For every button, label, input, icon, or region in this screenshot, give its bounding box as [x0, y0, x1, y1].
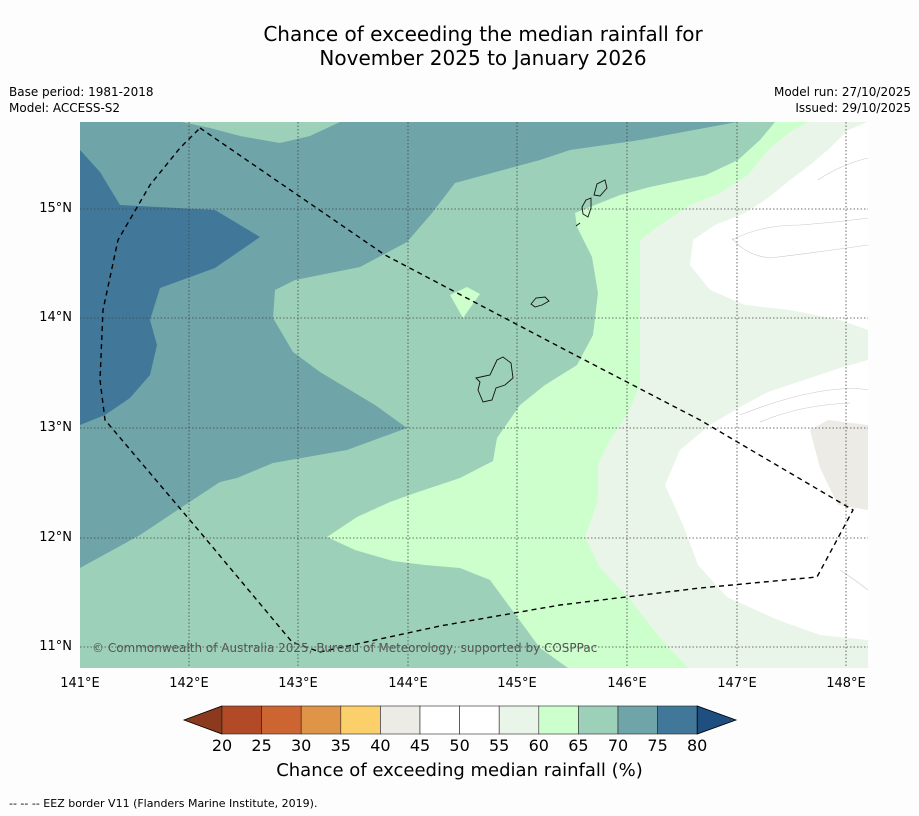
title-line-1: Chance of exceeding the median rainfall …: [263, 22, 703, 46]
meta-left: Base period: 1981-2018 Model: ACCESS-S2: [9, 84, 154, 116]
colorbar-extend-high: [696, 705, 738, 735]
colorbar-segment: [340, 705, 381, 735]
band-40-45: [810, 420, 868, 510]
colorbar-tick-label: 25: [251, 736, 272, 755]
lon-label-141: 141°E: [60, 676, 100, 691]
map-area: © Commonwealth of Australia 2025, Bureau…: [80, 122, 868, 668]
band-50-55: [665, 122, 868, 640]
colorbar-segment: [300, 705, 342, 735]
island-rota: [530, 296, 550, 308]
colorbar-segment: [221, 705, 262, 735]
model-run: Model run: 27/10/2025: [773, 85, 911, 99]
colorbar-segment: [657, 705, 698, 735]
model-name: Model: ACCESS-S2: [9, 101, 121, 115]
colorbar-label: Chance of exceeding median rainfall (%): [276, 760, 643, 781]
island-small: [575, 222, 581, 227]
colorbar-extend-low: [182, 705, 223, 735]
colorbar-segment: [498, 705, 540, 735]
colorbar-segment: [459, 705, 500, 735]
colorbar-tick-label: 65: [568, 736, 589, 755]
colorbar-tick-label: 60: [528, 736, 549, 755]
issued-date: Issued: 29/10/2025: [795, 101, 911, 115]
graticule: [80, 122, 868, 668]
colorbar-tick-label: 50: [449, 736, 470, 755]
colorbar-tick-label: 40: [370, 736, 391, 755]
lon-label-143: 143°E: [278, 676, 318, 691]
islands: [475, 179, 608, 403]
eez-border: [99, 127, 854, 653]
colorbar-tick-label: 75: [647, 736, 668, 755]
colorbar-segment: [419, 705, 460, 735]
lon-label-147: 147°E: [717, 676, 757, 691]
island-guam: [475, 356, 514, 403]
colorbar-tick-label: 70: [607, 736, 629, 755]
lat-label-15: 15°N: [39, 201, 72, 216]
band-75-80: [80, 150, 260, 425]
base-period: Base period: 1981-2018: [9, 85, 154, 99]
colorbar-segment: [261, 705, 302, 735]
colorbar: [182, 705, 738, 735]
lon-label-145: 145°E: [497, 676, 537, 691]
colorbar-tick-label: 35: [330, 736, 351, 755]
chart-title: Chance of exceeding the median rainfall …: [0, 22, 919, 70]
lon-label-142: 142°E: [169, 676, 209, 691]
lat-label-11: 11°N: [39, 639, 72, 654]
footnote: -- -- -- EEZ border V11 (Flanders Marine…: [9, 797, 318, 810]
colorbar-tick-label: 20: [211, 736, 233, 755]
colorbar-tick-label: 80: [687, 736, 708, 755]
colorbar-tick-label: 55: [489, 736, 510, 755]
colorbar-segment: [380, 705, 421, 735]
lat-label-13: 13°N: [39, 420, 72, 435]
island-tinian: [581, 197, 592, 218]
band-60-65-patch: [450, 287, 480, 318]
title-line-2: November 2025 to January 2026: [319, 46, 647, 70]
colorbar-segment: [578, 705, 619, 735]
lon-label-144: 144°E: [388, 676, 428, 691]
copyright-text: © Commonwealth of Australia 2025, Bureau…: [92, 641, 597, 655]
island-saipan: [593, 179, 608, 197]
faint-contours: [731, 157, 868, 591]
lat-label-12: 12°N: [39, 530, 72, 545]
colorbar-segment: [617, 705, 658, 735]
colorbar-tick-label: 45: [409, 736, 431, 755]
colorbar-segment: [538, 705, 579, 735]
band-65-70-top: [182, 122, 340, 143]
lon-label-146: 146°E: [607, 676, 647, 691]
lat-label-14: 14°N: [39, 310, 72, 325]
lon-label-148: 148°E: [826, 676, 866, 691]
colorbar-tick-label: 30: [291, 736, 312, 755]
meta-right: Model run: 27/10/2025 Issued: 29/10/2025: [774, 84, 911, 116]
